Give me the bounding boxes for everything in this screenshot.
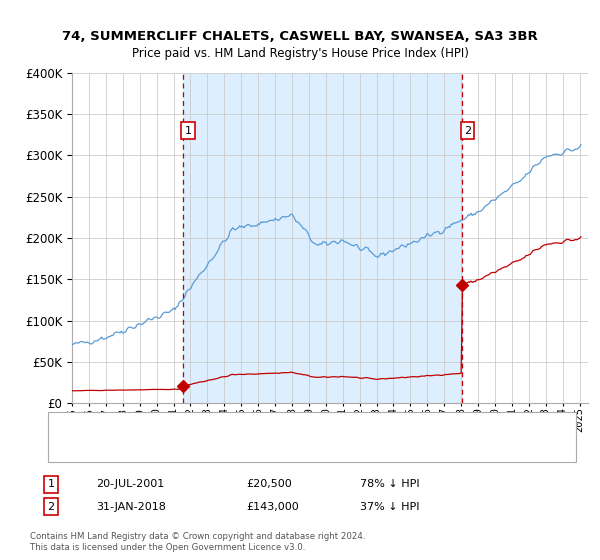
Text: Contains HM Land Registry data © Crown copyright and database right 2024.
This d: Contains HM Land Registry data © Crown c… xyxy=(30,533,365,552)
Text: ——: —— xyxy=(60,419,88,433)
Text: 1: 1 xyxy=(47,479,55,489)
Text: 74, SUMMERCLIFF CHALETS, CASWELL BAY, SWANSEA, SA3 3BR (detached house): 74, SUMMERCLIFF CHALETS, CASWELL BAY, SW… xyxy=(93,421,502,431)
Text: 78% ↓ HPI: 78% ↓ HPI xyxy=(360,479,419,489)
Text: 2: 2 xyxy=(47,502,55,512)
Bar xyxy=(183,73,463,403)
Text: £20,500: £20,500 xyxy=(246,479,292,489)
Text: HPI: Average price, detached house, Swansea: HPI: Average price, detached house, Swan… xyxy=(93,443,322,453)
Text: £143,000: £143,000 xyxy=(246,502,299,512)
Text: 37% ↓ HPI: 37% ↓ HPI xyxy=(360,502,419,512)
Text: 74, SUMMERCLIFF CHALETS, CASWELL BAY, SWANSEA, SA3 3BR: 74, SUMMERCLIFF CHALETS, CASWELL BAY, SW… xyxy=(62,30,538,43)
Text: 20-JUL-2001: 20-JUL-2001 xyxy=(96,479,164,489)
Text: 31-JAN-2018: 31-JAN-2018 xyxy=(96,502,166,512)
Text: ——: —— xyxy=(60,441,88,455)
Text: 1: 1 xyxy=(184,125,191,136)
Text: Price paid vs. HM Land Registry's House Price Index (HPI): Price paid vs. HM Land Registry's House … xyxy=(131,46,469,60)
Text: 2: 2 xyxy=(464,125,471,136)
